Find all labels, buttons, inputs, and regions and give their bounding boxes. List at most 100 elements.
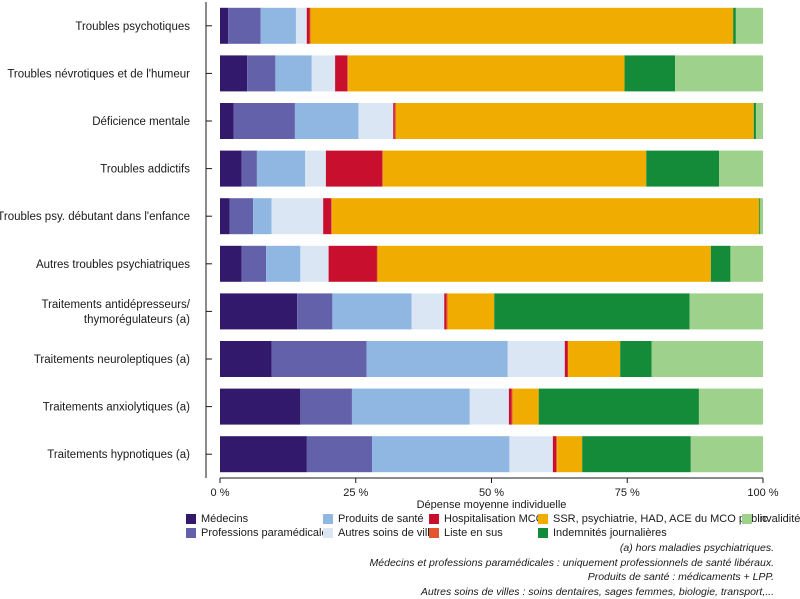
- bar-segment: [508, 341, 565, 377]
- legend-item-invalidite: Invalidité: [742, 513, 800, 525]
- x-tick-label: 25 %: [343, 487, 368, 499]
- category-label: Troubles psy. débutant dans l'enfance: [0, 211, 190, 223]
- bar-segment: [348, 55, 624, 91]
- bar-segment: [275, 55, 311, 91]
- bar-segment: [556, 436, 557, 472]
- bar-segment: [412, 293, 445, 329]
- x-tick-label: 100 %: [747, 487, 778, 499]
- bar-segment: [625, 55, 675, 91]
- bar-segment: [383, 151, 646, 187]
- bar-segment: [372, 436, 509, 472]
- x-tick-label: 0 %: [211, 487, 230, 499]
- bar-segment: [568, 341, 620, 377]
- bar-segment: [754, 103, 756, 139]
- bar-segment: [652, 341, 763, 377]
- category-label: Déficience mentale: [92, 116, 190, 128]
- bar-segment: [220, 8, 228, 44]
- legend-swatch: [186, 514, 196, 524]
- bar-segment: [382, 151, 383, 187]
- bar-segment: [513, 389, 539, 425]
- legend-swatch: [742, 514, 752, 524]
- x-ticks: 0 % 25 % 50 % 75 % 100 %: [211, 478, 779, 499]
- bar-segment: [272, 198, 324, 234]
- legend-item-medecins: Médecins: [186, 513, 248, 525]
- legend-label: Invalidité: [757, 513, 800, 525]
- bar-segment: [329, 246, 377, 282]
- footnote-3: Produits de santé : médicaments + LPP.: [370, 570, 774, 585]
- footnotes: (a) hors maladies psychiatriques. Médeci…: [370, 541, 774, 599]
- bar-segment: [234, 103, 295, 139]
- bar-segment: [691, 436, 763, 472]
- bar-segment: [272, 341, 367, 377]
- bar-segment: [242, 246, 266, 282]
- legend-item-indemnites-journalieres: Indemnités journalières: [538, 527, 667, 539]
- bar-segment: [446, 293, 447, 329]
- category-label: Traitements neuroleptiques (a): [34, 354, 190, 366]
- bar-segment: [470, 389, 509, 425]
- bar-segment: [261, 8, 296, 44]
- bar-segment: [257, 151, 305, 187]
- bar-segment: [444, 293, 446, 329]
- legend-item-liste-en-sus: Liste en sus: [429, 527, 503, 539]
- bar-segment: [565, 341, 568, 377]
- category-labels: Troubles psychotiques Troubles névrotique…: [0, 21, 212, 461]
- bar-segment: [300, 389, 352, 425]
- bar-segment: [220, 436, 307, 472]
- bar-segment: [310, 8, 311, 44]
- bar-segment: [220, 55, 247, 91]
- footnote-2: Médecins et professions paramédicales : …: [370, 556, 774, 571]
- bar-segment: [539, 389, 699, 425]
- bar-segment: [582, 436, 691, 472]
- bar-segment: [332, 293, 411, 329]
- legend-item-ssr-psychiatrie: SSR, psychiatrie, HAD, ACE du MCO public: [538, 513, 768, 525]
- x-tick-label: 50 %: [479, 487, 504, 499]
- bar-segment: [220, 198, 230, 234]
- bar-segment: [296, 8, 307, 44]
- bar-segment: [377, 246, 378, 282]
- bar-segment: [307, 436, 372, 472]
- bar-segment: [295, 103, 359, 139]
- legend-label: Médecins: [201, 513, 248, 525]
- bar-segment: [512, 389, 513, 425]
- bar-segment: [352, 389, 470, 425]
- bar-segment: [396, 103, 754, 139]
- bar-segment: [557, 436, 582, 472]
- legend-label: Autres soins de ville: [338, 527, 436, 539]
- bar-segment: [220, 103, 234, 139]
- x-axis-title: Dépense moyenne individuelle: [417, 499, 567, 510]
- bar-segment: [690, 293, 763, 329]
- category-label: Traitements anxiolytiques (a): [43, 402, 190, 414]
- bar-segment: [305, 151, 326, 187]
- bar-segment: [395, 103, 396, 139]
- bar-segment: [230, 198, 253, 234]
- legend-item-hospitalisation-mco: Hospitalisation MCO: [429, 513, 544, 525]
- bar-segment: [323, 198, 331, 234]
- legend-label: Professions paramédicales: [201, 527, 333, 539]
- legend-swatch: [538, 528, 548, 538]
- bar-segment: [220, 151, 242, 187]
- bar-segment: [699, 389, 763, 425]
- category-label: Troubles névrotiques et de l'humeur: [7, 68, 190, 80]
- legend-swatch: [429, 528, 439, 538]
- legend-item-autres-soins-de-ville: Autres soins de ville: [323, 527, 436, 539]
- bar-segment: [220, 341, 272, 377]
- bar-segment: [509, 436, 552, 472]
- x-tick-label: 75 %: [615, 487, 640, 499]
- bar-segment: [367, 341, 508, 377]
- legend-label: Hospitalisation MCO: [444, 513, 544, 525]
- bar-segment: [568, 341, 569, 377]
- bar-segment: [332, 198, 759, 234]
- bar-segment: [733, 8, 736, 44]
- bar-segment: [312, 55, 335, 91]
- bar-segment: [307, 8, 310, 44]
- bar-segment: [242, 151, 257, 187]
- stacked-bar-chart: Troubles psychotiques Troubles névrotique…: [0, 0, 800, 510]
- category-label: Troubles psychotiques: [75, 21, 190, 33]
- bar-segment: [247, 55, 275, 91]
- bar-segment: [509, 389, 512, 425]
- footnote-4: Autres soins de villes : soins dentaires…: [370, 585, 774, 599]
- legend-label: Produits de santé: [338, 513, 424, 525]
- footnote-1: (a) hors maladies psychiatriques.: [370, 541, 774, 556]
- bar-segment: [719, 151, 763, 187]
- bar-segment: [311, 8, 734, 44]
